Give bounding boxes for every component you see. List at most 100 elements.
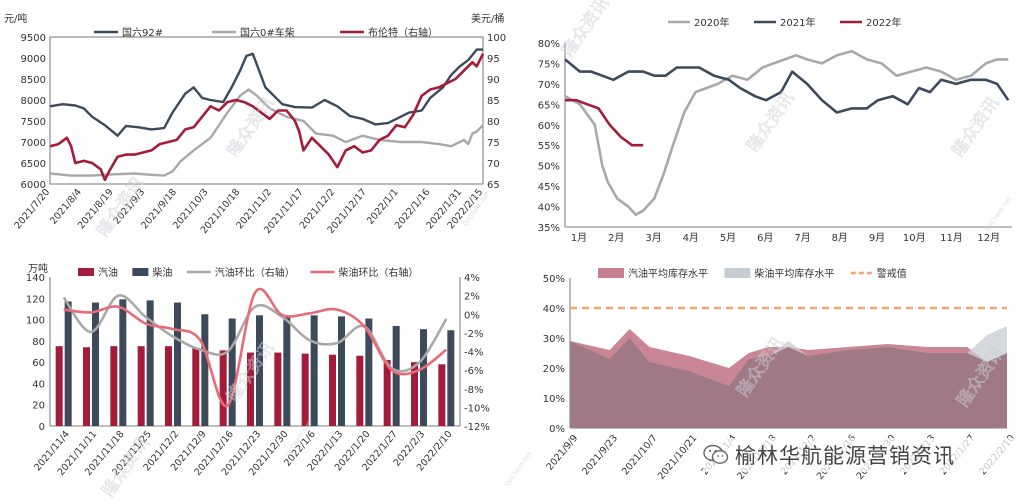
x-tick-label: 11月 bbox=[940, 232, 963, 244]
chart-2: 35% 40% 45% 50% 55% 60% 65% 70% 75% 80% 1月 2月 3月 4月 5月… bbox=[538, 16, 1012, 244]
legend-label: 警戒值 bbox=[877, 267, 907, 280]
y-tick-label: 10% bbox=[543, 394, 565, 405]
bar bbox=[83, 347, 90, 426]
legend-swatch bbox=[598, 268, 624, 278]
bar bbox=[146, 300, 154, 426]
x-tick-label: 9月 bbox=[869, 232, 885, 244]
bar bbox=[365, 318, 373, 426]
y-tick-label: 7500 bbox=[21, 117, 46, 128]
y-tick-label: 140 bbox=[26, 273, 45, 284]
y-tick-label: 30% bbox=[543, 334, 565, 345]
y-tick-label: 50% bbox=[538, 162, 560, 173]
x-tick-label: 2月 bbox=[608, 232, 624, 244]
y-tick-label: 120 bbox=[26, 294, 45, 305]
legend-swatch bbox=[724, 268, 751, 278]
bar bbox=[301, 353, 309, 426]
watermark-site: OilChem.net bbox=[503, 450, 533, 488]
bar bbox=[329, 354, 336, 426]
y-right-tick-label: 85 bbox=[487, 96, 500, 107]
x-tick-label: 2021/9/23 bbox=[580, 433, 620, 477]
y-tick-label: 20 bbox=[32, 401, 45, 412]
x-tick-label: 2021/7/20 bbox=[13, 187, 53, 231]
bar bbox=[383, 360, 391, 426]
x-tick-label: 2021/10/7 bbox=[620, 433, 660, 477]
y-tick-label: 9000 bbox=[21, 54, 46, 65]
legend-label: 柴油 bbox=[152, 266, 172, 279]
y-tick-label: 8500 bbox=[21, 75, 46, 86]
bar bbox=[256, 315, 263, 426]
legend-swatch bbox=[132, 268, 149, 276]
watermark-logo: 隆众资讯 bbox=[557, 0, 613, 61]
bar bbox=[338, 316, 345, 426]
y-tick-label: 40% bbox=[538, 203, 560, 214]
x-tick-label: 2021/9/9 bbox=[544, 433, 580, 473]
bar bbox=[438, 364, 446, 426]
y-right-tick-label: -6% bbox=[464, 366, 483, 377]
y-right-tick-label: -4% bbox=[464, 348, 483, 359]
series-line bbox=[49, 53, 485, 182]
x-tick-label: 10月 bbox=[903, 232, 926, 244]
y-tick-label: 80% bbox=[538, 39, 560, 50]
x-tick-label: 5月 bbox=[720, 232, 736, 244]
y-right-tick-label: 95 bbox=[487, 54, 500, 65]
y-tick-label: 6000 bbox=[21, 180, 46, 191]
y-tick-label: 0 bbox=[39, 422, 45, 433]
y-tick-label: 40 bbox=[32, 379, 45, 390]
legend-label: 2021年 bbox=[780, 16, 815, 29]
x-tick-label: 6月 bbox=[757, 232, 773, 244]
y-right-tick-label: -12% bbox=[464, 422, 490, 433]
bar bbox=[174, 302, 181, 426]
bar bbox=[274, 352, 282, 426]
y-right-tick-label: 0% bbox=[464, 310, 480, 321]
legend: 2020年 2021年 2022年 bbox=[668, 16, 901, 29]
y-right-tick-label: -2% bbox=[464, 329, 483, 340]
y-tick-label: 40% bbox=[543, 304, 565, 315]
series-line bbox=[63, 288, 448, 408]
y-right-tick-label: 65 bbox=[487, 180, 500, 191]
y-unit-left: 元/吨 bbox=[4, 12, 27, 25]
series-area-overlap bbox=[570, 338, 1007, 428]
x-tick-label: 1月 bbox=[571, 232, 587, 244]
bar bbox=[247, 352, 254, 426]
y-tick-label: 45% bbox=[538, 182, 560, 193]
legend-label: 2020年 bbox=[694, 16, 729, 29]
y-right-tick-label: 70 bbox=[487, 159, 500, 170]
legend: 汽油 柴油 汽油环比（右轴） 柴油环比（右轴） bbox=[78, 266, 418, 279]
y-tick-label: 70% bbox=[538, 80, 560, 91]
x-tick-label: 12月 bbox=[977, 232, 1000, 244]
y-tick-label: 65% bbox=[538, 100, 560, 111]
y-tick-label: 60 bbox=[32, 358, 45, 369]
series-line bbox=[564, 58, 1010, 114]
legend-label: 汽油环比（右轴） bbox=[215, 266, 295, 279]
y-unit-right: 美元/桶 bbox=[471, 12, 504, 25]
bar bbox=[119, 299, 127, 426]
x-tick-label: 4月 bbox=[683, 232, 699, 244]
bar bbox=[55, 346, 63, 426]
y-tick-label: 55% bbox=[538, 141, 560, 152]
y-tick-label: 60% bbox=[538, 121, 560, 132]
bar bbox=[283, 315, 291, 426]
bar bbox=[137, 346, 145, 426]
y-right-tick-label: -8% bbox=[464, 385, 483, 396]
series-line bbox=[564, 49, 1009, 216]
y-tick-label: 0% bbox=[549, 424, 565, 435]
series-line bbox=[565, 98, 644, 147]
y-right-tick-label: 90 bbox=[487, 75, 500, 86]
brand-text: 榆林华航能源营销资讯 bbox=[735, 444, 955, 468]
legend-label: 国六0#车柴 bbox=[240, 26, 295, 39]
legend-label: 柴油平均库存水平 bbox=[754, 267, 834, 280]
legend-label: 国六92# bbox=[122, 27, 163, 39]
bar bbox=[447, 330, 455, 426]
x-tick-label: 3月 bbox=[645, 232, 661, 244]
y-tick-label: 9500 bbox=[21, 33, 46, 44]
bar bbox=[219, 350, 227, 426]
bar bbox=[420, 329, 427, 426]
x-tick-label: 8月 bbox=[832, 232, 848, 244]
bar bbox=[192, 348, 200, 426]
y-tick-label: 7000 bbox=[21, 138, 46, 149]
x-tick-label: 2021/10/21 bbox=[656, 433, 700, 482]
legend-label: 汽油 bbox=[98, 266, 118, 279]
bar bbox=[201, 314, 209, 426]
